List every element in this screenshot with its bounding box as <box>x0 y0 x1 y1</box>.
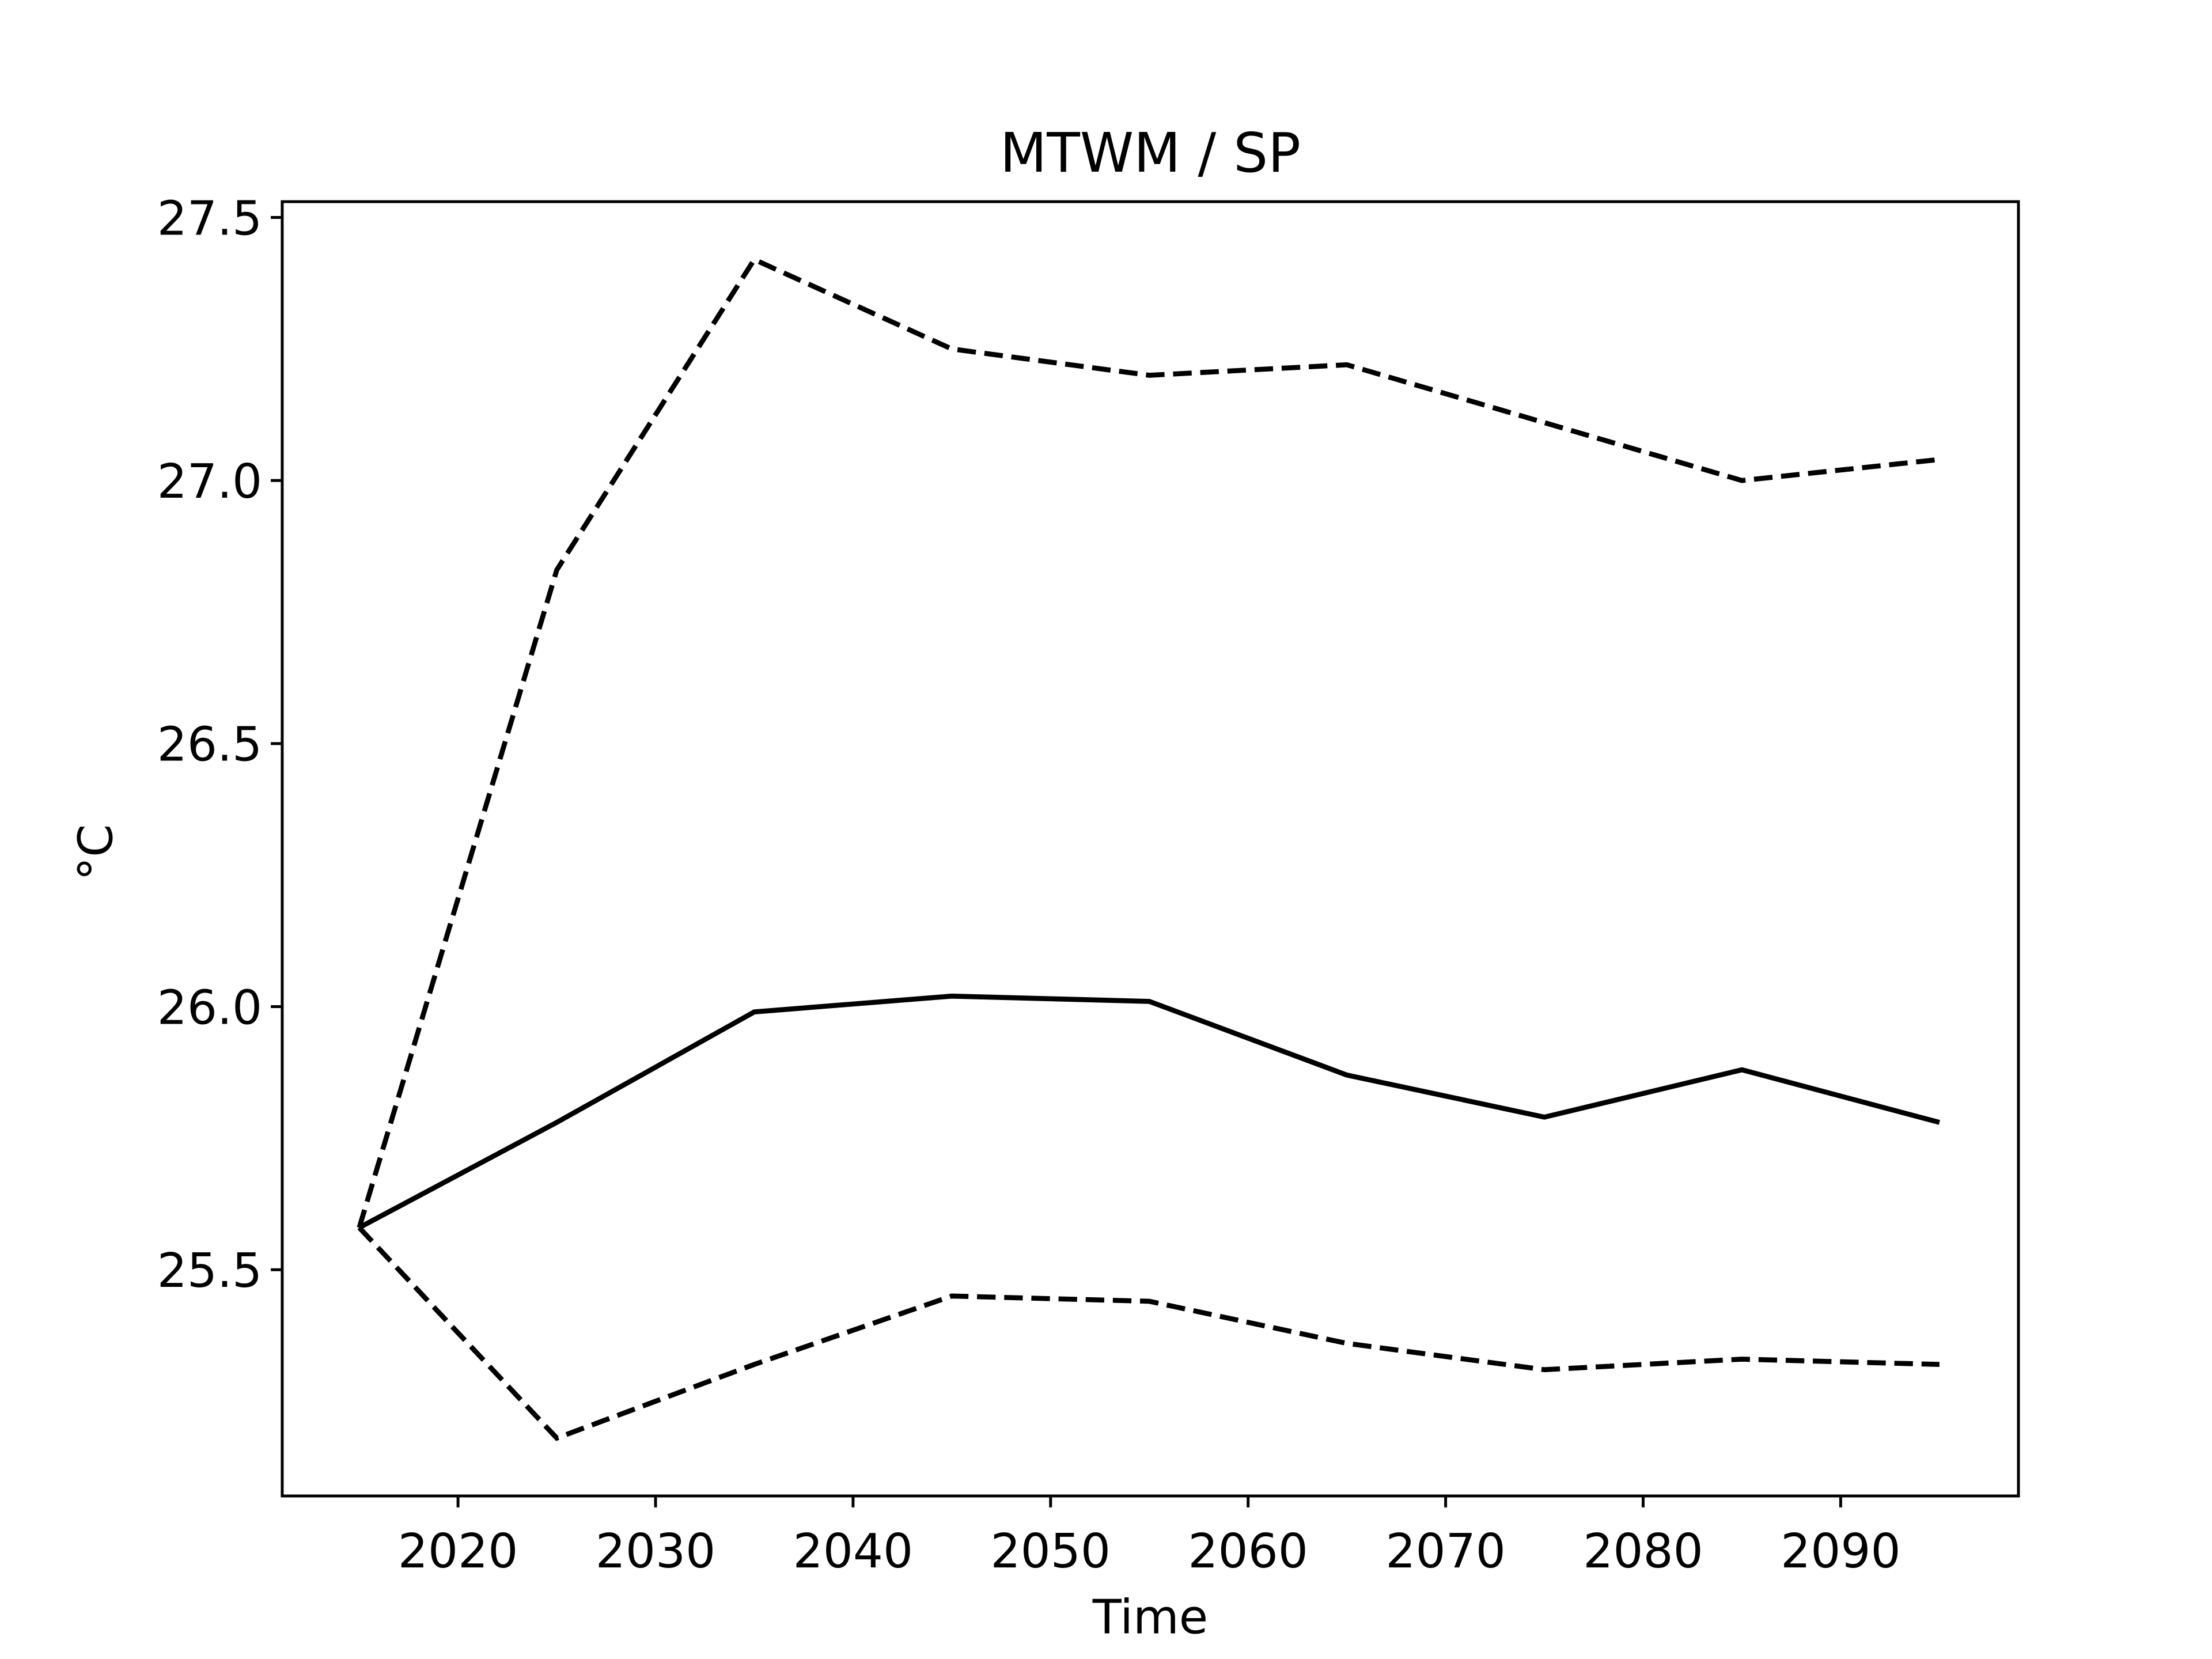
chart-title: MTWM / SP <box>1000 122 1301 185</box>
y-tick-label: 26.5 <box>157 718 262 772</box>
x-tick-label: 2020 <box>398 1524 518 1579</box>
x-axis-label: Time <box>1092 1590 1208 1645</box>
line-series <box>357 1226 1940 1441</box>
x-tick-label: 2040 <box>793 1524 914 1579</box>
plot-frame <box>281 200 2020 1498</box>
x-tick-label: 2080 <box>1583 1524 1703 1579</box>
y-tick-label: 27.0 <box>157 454 262 509</box>
line-series <box>358 993 1940 1230</box>
y-axis-label: °C <box>69 824 123 881</box>
x-tick-label: 2090 <box>1781 1524 1900 1579</box>
x-tick-label: 2030 <box>596 1524 716 1579</box>
line-series <box>357 256 1940 1229</box>
y-tick-label: 25.5 <box>157 1244 262 1298</box>
y-tick-label: 26.0 <box>157 980 262 1035</box>
x-tick-label: 2050 <box>991 1524 1111 1579</box>
y-tick-label: 27.5 <box>157 191 262 246</box>
x-tick-label: 2060 <box>1188 1524 1308 1579</box>
x-tick-label: 2070 <box>1385 1524 1506 1579</box>
